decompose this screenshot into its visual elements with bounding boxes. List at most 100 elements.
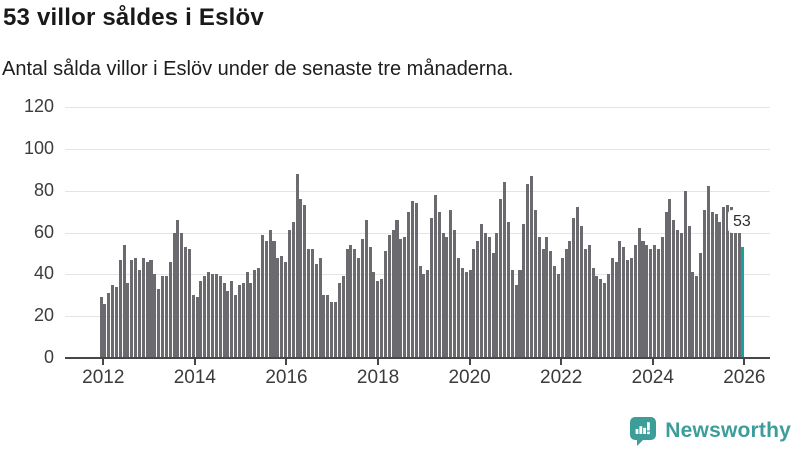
- bar: [137, 270, 141, 358]
- bar: [679, 232, 683, 358]
- bar: [260, 234, 264, 358]
- bar: [241, 282, 245, 358]
- bar: [310, 249, 314, 358]
- bar: [737, 232, 741, 358]
- bar: [453, 230, 457, 358]
- bar: [360, 238, 364, 358]
- bar: [157, 288, 161, 358]
- brand-name: Newsworthy: [665, 419, 791, 442]
- bar: [541, 249, 545, 358]
- bar: [234, 295, 238, 358]
- x-axis-tick: [743, 359, 746, 365]
- bar: [522, 224, 526, 358]
- bar: [403, 236, 407, 358]
- bar: [610, 257, 614, 358]
- bar: [499, 199, 503, 358]
- bar: [299, 199, 303, 358]
- bar: [626, 259, 630, 358]
- bar: [491, 253, 495, 358]
- bar: [706, 186, 710, 358]
- bar: [633, 245, 637, 358]
- x-axis-label: 2016: [265, 367, 308, 388]
- bar: [387, 234, 391, 358]
- bar: [357, 257, 361, 358]
- bar: [368, 247, 372, 358]
- bar: [449, 209, 453, 358]
- x-axis-tick: [377, 359, 380, 365]
- bar: [153, 274, 157, 358]
- y-axis-label: 40: [33, 263, 54, 284]
- bar: [126, 282, 130, 358]
- bar: [487, 236, 491, 358]
- bar: [168, 261, 172, 358]
- bar: [395, 219, 399, 358]
- bar: [330, 301, 334, 358]
- bar: [641, 240, 645, 358]
- y-axis-label: 100: [23, 137, 54, 158]
- bar: [349, 245, 353, 358]
- bar: [399, 238, 403, 358]
- y-axis-label: 60: [33, 221, 54, 242]
- x-axis-tick: [468, 359, 471, 365]
- bar: [433, 194, 437, 358]
- bar: [702, 209, 707, 358]
- x-axis-label: 2026: [723, 367, 766, 388]
- bar: [107, 293, 111, 358]
- bar: [545, 236, 549, 358]
- bar: [676, 230, 680, 358]
- x-axis-tick: [651, 359, 654, 365]
- bar: [430, 217, 434, 358]
- bar: [210, 274, 215, 358]
- bar: [203, 276, 207, 358]
- x-axis-label: 2018: [356, 367, 400, 388]
- bar: [145, 261, 149, 358]
- bar: [506, 222, 510, 358]
- bar: [207, 272, 211, 358]
- bar: [595, 276, 599, 358]
- bar: [622, 247, 626, 358]
- bar: [414, 203, 418, 358]
- bar: [653, 245, 657, 358]
- brand-logo: Newsworthy: [629, 416, 791, 446]
- bar: [172, 232, 176, 358]
- bar: [264, 240, 268, 358]
- bar: [295, 173, 299, 358]
- bar: [553, 265, 557, 358]
- bar: [383, 251, 387, 358]
- bar: [276, 257, 280, 358]
- bar: [476, 240, 480, 358]
- bar: [164, 276, 168, 358]
- bar: [660, 236, 664, 358]
- bar: [122, 245, 126, 358]
- bar: [583, 249, 587, 358]
- bar: [549, 251, 553, 358]
- bar: [560, 257, 564, 358]
- bar: [445, 236, 449, 358]
- bar: [687, 226, 691, 358]
- bar: [683, 190, 687, 358]
- bar: [176, 219, 180, 358]
- bar: [149, 259, 153, 358]
- bar: [468, 270, 472, 358]
- x-axis-tick: [193, 359, 196, 365]
- bar: [645, 245, 649, 358]
- bar: [218, 276, 222, 358]
- bar: [280, 255, 284, 358]
- bar: [422, 274, 426, 358]
- bar: [249, 282, 253, 358]
- y-axis-label: 20: [33, 305, 54, 326]
- bar: [230, 280, 234, 358]
- bar: [391, 230, 395, 358]
- bar: [322, 295, 326, 358]
- bar: [291, 222, 295, 358]
- bar: [418, 265, 422, 358]
- bar: [579, 226, 584, 358]
- plot-area: 53: [65, 107, 770, 365]
- bar: [437, 211, 441, 358]
- gridline: [65, 190, 770, 192]
- bar: [672, 219, 676, 358]
- bar: [237, 284, 241, 358]
- bar: [353, 249, 357, 358]
- bar: [733, 213, 737, 358]
